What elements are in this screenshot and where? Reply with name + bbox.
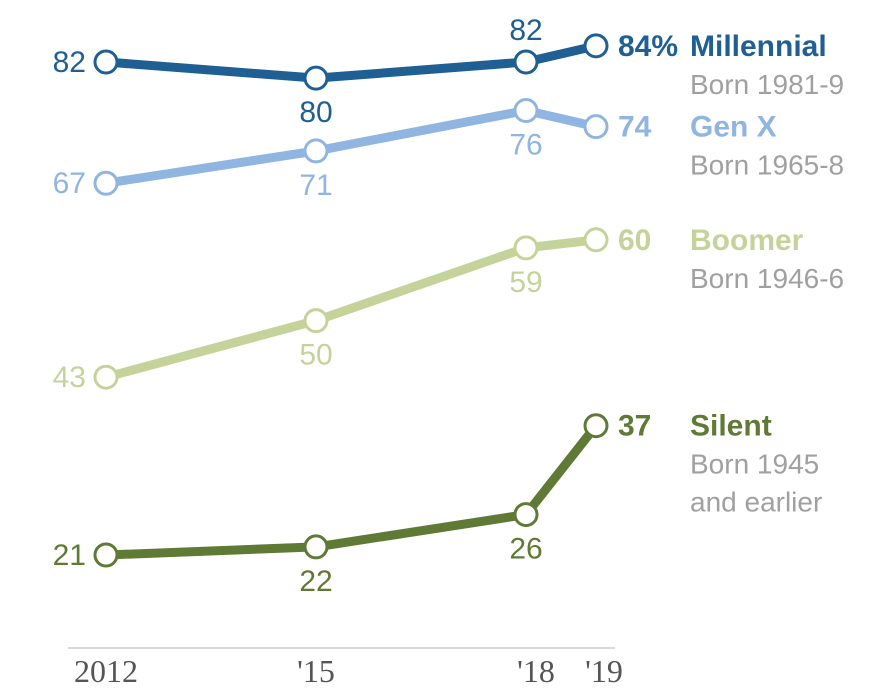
- series-name-millennial: Millennial: [690, 30, 827, 63]
- data-point-boomer-3: [583, 227, 609, 253]
- series-name-silent: Silent: [690, 410, 772, 443]
- data-point-boomer-0: [93, 364, 119, 390]
- x-tick-label-3: '19: [585, 653, 623, 689]
- data-point-gen-x-2: [513, 97, 539, 123]
- series-line-millennial: [101, 41, 601, 83]
- data-point-gen-x-0: [93, 170, 119, 196]
- data-label-boomer-2: 59: [509, 266, 542, 299]
- data-label-boomer-0: 43: [53, 361, 86, 394]
- series-boomer: 43 50 59 60 Boomer Born 1946-6: [53, 224, 844, 394]
- data-point-silent-0: [93, 542, 119, 568]
- series-gen-x: 67 71 76 74 Gen X Born 1965-8: [53, 97, 844, 202]
- data-label-silent-1: 22: [299, 565, 332, 598]
- series-layer: 82 80 82 84% Millennial Born 1981-9 67 71 76 74 Ge…: [53, 14, 844, 598]
- x-tick-label-1: '15: [297, 653, 335, 689]
- x-tick-label-0: 2012: [74, 653, 138, 689]
- data-label-silent-2: 26: [509, 533, 542, 566]
- end-value-silent: 37: [618, 410, 651, 443]
- end-value-gen-x: 74: [618, 111, 652, 144]
- end-value-millennial: 84%: [618, 30, 678, 63]
- x-tick-labels: 2012 '15 '18 '19: [74, 653, 623, 689]
- data-point-gen-x-3: [583, 114, 609, 140]
- series-sub-gen-x-0: Born 1965-8: [690, 150, 844, 181]
- data-point-silent-1: [303, 534, 329, 560]
- series-line-gen-x: [101, 105, 601, 188]
- data-label-millennial-0: 82: [53, 46, 86, 79]
- series-sub-silent-1: and earlier: [690, 487, 822, 518]
- data-point-millennial-2: [513, 49, 539, 75]
- series-line-silent: [101, 421, 601, 560]
- x-tick-label-2: '18: [517, 653, 555, 689]
- data-point-boomer-2: [513, 235, 539, 261]
- end-value-boomer: 60: [618, 224, 651, 257]
- data-point-millennial-0: [93, 49, 119, 75]
- data-label-gen-x-0: 67: [53, 167, 86, 200]
- data-point-millennial-1: [303, 65, 329, 91]
- series-sub-silent-0: Born 1945: [690, 449, 819, 480]
- data-label-gen-x-1: 71: [299, 169, 332, 202]
- series-line-boomer: [101, 235, 601, 382]
- data-point-silent-2: [513, 502, 539, 528]
- series-millennial: 82 80 82 84% Millennial Born 1981-9: [53, 14, 844, 129]
- data-point-silent-3: [583, 413, 609, 439]
- data-point-millennial-3: [583, 33, 609, 59]
- data-label-millennial-1: 80: [299, 96, 332, 129]
- data-label-millennial-2: 82: [509, 14, 542, 47]
- series-sub-millennial-0: Born 1981-9: [690, 69, 844, 100]
- data-label-gen-x-2: 76: [509, 128, 542, 161]
- data-point-gen-x-1: [303, 138, 329, 164]
- series-name-boomer: Boomer: [690, 224, 804, 257]
- data-label-boomer-1: 50: [299, 339, 332, 372]
- series-sub-boomer-0: Born 1946-6: [690, 263, 844, 294]
- data-label-silent-0: 21: [53, 539, 86, 572]
- series-silent: 21 22 26 37 Silent Born 1945 and earlier: [53, 410, 823, 598]
- series-name-gen-x: Gen X: [690, 111, 777, 144]
- data-point-boomer-1: [303, 308, 329, 334]
